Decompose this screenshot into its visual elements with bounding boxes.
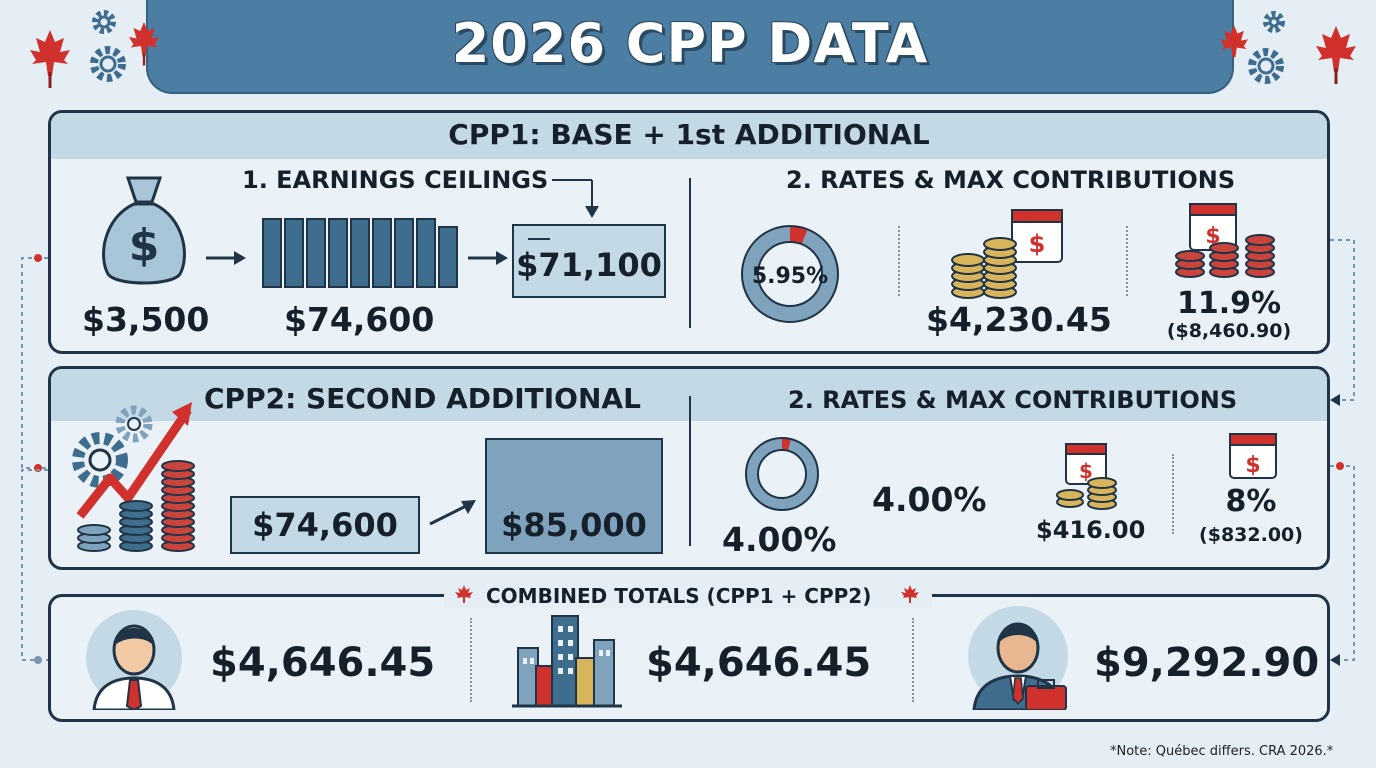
maple-leaf-icon [1220, 25, 1248, 58]
combined-panel [48, 594, 1330, 722]
dotted-divider [1126, 226, 1128, 296]
cpp2-self-employed-max: ($832.00) [1199, 524, 1303, 546]
title-banner [146, 0, 1234, 94]
svg-text:$: $ [1029, 230, 1046, 258]
dotted-divider [898, 226, 900, 296]
employer-total: $4,646.45 [646, 640, 872, 686]
coin-stack-icon: $ [1056, 443, 1117, 510]
arrow-icon [468, 251, 508, 265]
combined-heading-bg [444, 582, 932, 608]
coin-stack-icon: $ [951, 209, 1063, 299]
maple-leaf-icon [901, 585, 919, 603]
arrow-icon [206, 251, 246, 265]
maple-leaf-icon [30, 30, 70, 88]
earnings-bar [284, 218, 304, 288]
cpp2-upper-ceiling: $85,000 [501, 506, 647, 544]
svg-text:$: $ [1245, 453, 1260, 478]
arrow-icon [429, 500, 476, 526]
earnings-bar [350, 218, 370, 288]
maple-leaf-icon [1316, 26, 1356, 84]
calendar-icon: $ [1229, 433, 1277, 479]
maple-leaf-icon [455, 585, 473, 603]
cpp1-donut-label: 5.95% [751, 264, 829, 289]
lower-ceiling-box [230, 496, 420, 554]
gear-icon [92, 10, 116, 34]
dotted-divider [470, 618, 472, 702]
corner-decoration-right [1220, 11, 1356, 84]
earnings-bar [372, 218, 392, 288]
employee-total: $4,646.45 [210, 640, 436, 686]
cpp2-max-contribution: $416.00 [1036, 516, 1146, 544]
maple-leaf-icon [129, 22, 159, 66]
cpp2-lower-ceiling: $74,600 [252, 506, 398, 544]
earnings-bar [394, 218, 414, 288]
city-icon [512, 615, 622, 708]
gear-icon [1263, 11, 1285, 33]
corner-decoration-left [30, 10, 159, 88]
gear-icon [72, 405, 153, 488]
dotted-divider [1172, 454, 1174, 534]
dotted-divider [912, 618, 914, 702]
cpp1-max-contribution: $4,230.45 [926, 300, 1112, 339]
cpp2-donut-label: 4.00% [722, 520, 837, 559]
cpp1-self-employed-max: ($8,460.90) [1166, 320, 1292, 342]
coin-stack-icon: $ [1175, 203, 1275, 278]
cpp1-rates-heading: 2. RATES & MAX CONTRIBUTIONS [786, 166, 1236, 194]
svg-text:$: $ [1079, 459, 1093, 483]
growth-arrow-icon [72, 402, 195, 552]
divider [689, 396, 691, 546]
earnings-bars [262, 218, 462, 288]
calendar-icon: $ [1189, 203, 1237, 251]
employee-icon [86, 610, 182, 710]
cpp2-rate-donut [745, 437, 819, 511]
footer-note: *Note: Québec differs. CRA 2026.* [1110, 744, 1334, 759]
cpp1-heading: CPP1: BASE + 1st ADDITIONAL [448, 118, 930, 151]
calendar-icon: $ [1011, 209, 1063, 263]
gear-icon [1248, 48, 1284, 84]
donut-segment [742, 226, 838, 322]
cpp2-heading: CPP2: SECOND ADDITIONAL [204, 382, 641, 415]
donut-segment [746, 438, 818, 510]
money-bag-icon: $ [102, 176, 186, 285]
ceiling-box-value: $71,100 [516, 246, 662, 284]
earnings-bar [438, 226, 458, 288]
self-employed-icon [968, 606, 1068, 710]
arrow-down-icon [552, 179, 599, 218]
svg-text:$: $ [129, 220, 160, 271]
cpp2-rate: 4.00% [872, 480, 987, 519]
upper-ceiling-box [485, 438, 663, 554]
divider [689, 178, 691, 328]
gear-icon [90, 46, 126, 82]
earnings-bar [328, 218, 348, 288]
combined-heading: COMBINED TOTALS (CPP1 + CPP2) [486, 584, 872, 608]
cpp1-header [51, 113, 1327, 159]
page-title: 2026 CPP DATA [451, 12, 929, 75]
ympe-value: $74,600 [284, 300, 435, 339]
basic-exemption-value: $3,500 [82, 300, 210, 339]
earnings-bar [306, 218, 326, 288]
self-employed-total: $9,292.90 [1094, 640, 1320, 686]
calendar-icon: $ [1065, 443, 1107, 485]
cpp1-self-employed-rate: 11.9% [1176, 286, 1282, 321]
cpp1-rate-donut [741, 225, 839, 323]
ceiling-box-mark [528, 238, 550, 240]
earnings-bar [262, 218, 282, 288]
earnings-ceilings-heading: 1. EARNINGS CEILINGS [242, 166, 549, 194]
cpp2-self-employed-rate: 8% [1225, 484, 1277, 519]
cpp2-rates-heading: 2. RATES & MAX CONTRIBUTIONS [788, 386, 1238, 414]
ceiling-box [512, 224, 666, 298]
earnings-bar [416, 218, 436, 288]
